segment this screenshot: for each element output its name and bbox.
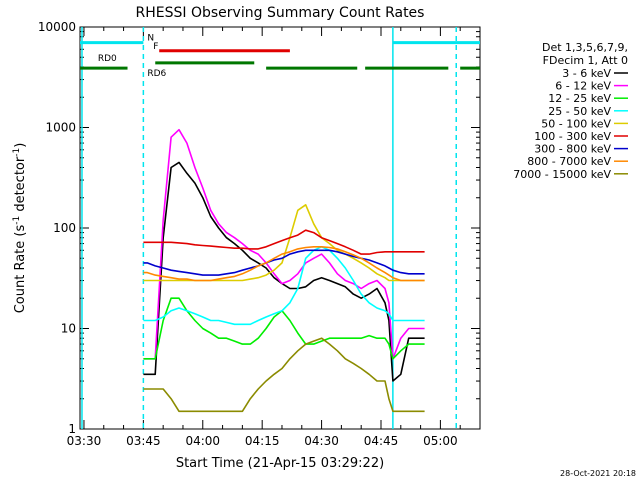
- series-line-1: [143, 128, 425, 360]
- flag-label-2: RD0: [98, 54, 117, 64]
- legend-label-6: 300 - 800 keV: [534, 143, 611, 156]
- y-axis-label-sup1: -1: [12, 216, 22, 225]
- legend-label-8: 7000 - 15000 keV: [513, 168, 611, 181]
- legend-label-7: 800 - 7000 keV: [527, 155, 611, 168]
- x-tick-label-0: 03:30: [67, 434, 102, 448]
- flag-label-3: RD6: [147, 69, 166, 79]
- y-axis-label-main: Count Rate (s: [13, 225, 28, 314]
- legend-label-1: 6 - 12 keV: [555, 80, 611, 93]
- axis-ticks: 03:30 03:45 04:00 04:15 04:30 04:45 05:00 1 10 10…: [38, 20, 481, 448]
- x-tick-label-6: 05:00: [423, 434, 458, 448]
- x-tick-label-2: 04:00: [185, 434, 220, 448]
- series-line-2: [143, 297, 425, 360]
- y-axis-label: Count Rate (s-1 detector-1): [12, 143, 28, 314]
- y-tick-label-2: 100: [53, 221, 76, 235]
- x-tick-label-5: 04:45: [364, 434, 399, 448]
- legend-label-5: 100 - 300 keV: [534, 130, 611, 143]
- y-tick-label-1: 10: [61, 322, 76, 336]
- flag-vlines: [81, 27, 457, 429]
- flag-label-0: N: [147, 34, 154, 44]
- series-line-6: [143, 249, 425, 276]
- y-tick-label-0: 1: [68, 422, 76, 436]
- legend-label-2: 12 - 25 keV: [548, 92, 611, 105]
- series-line-0: [143, 161, 425, 382]
- flag-bars: NF RD0 RD6: [80, 34, 480, 79]
- chart-title: RHESSI Observing Summary Count Rates: [136, 5, 425, 21]
- x-tick-label-3: 04:15: [245, 434, 280, 448]
- series-line-5: [143, 229, 425, 255]
- x-tick-label-1: 03:45: [126, 434, 161, 448]
- legend-label-0: 3 - 6 keV: [562, 67, 611, 80]
- timestamp: 28-Oct-2021 20:18: [560, 469, 636, 478]
- y-axis-label-end: ): [13, 143, 28, 148]
- flag-label-1: F: [153, 42, 158, 52]
- y-tick-label-4: 10000: [38, 20, 76, 34]
- series-line-4: [143, 204, 425, 282]
- legend-label-4: 50 - 100 keV: [541, 117, 611, 130]
- legend-header-1: Det 1,3,5,6,7,9,: [542, 41, 628, 54]
- legend: Det 1,3,5,6,7,9, FDecim 1, Att 0 3 - 6 k…: [513, 41, 628, 181]
- x-tick-label-4: 04:30: [304, 434, 339, 448]
- legend-header-2: FDecim 1, Att 0: [543, 54, 628, 67]
- y-axis-label-sup2: -1: [12, 148, 22, 157]
- series-line-3: [143, 246, 425, 326]
- series-group: [143, 128, 425, 413]
- series-line-8: [143, 337, 425, 413]
- y-axis-label-mid: detector: [13, 156, 28, 216]
- series-line-7: [143, 246, 425, 282]
- plot-frame: [79, 26, 481, 430]
- y-tick-label-3: 1000: [45, 121, 76, 135]
- x-axis-label: Start Time (21-Apr-15 03:29:22): [176, 456, 384, 471]
- legend-label-3: 25 - 50 keV: [548, 105, 611, 118]
